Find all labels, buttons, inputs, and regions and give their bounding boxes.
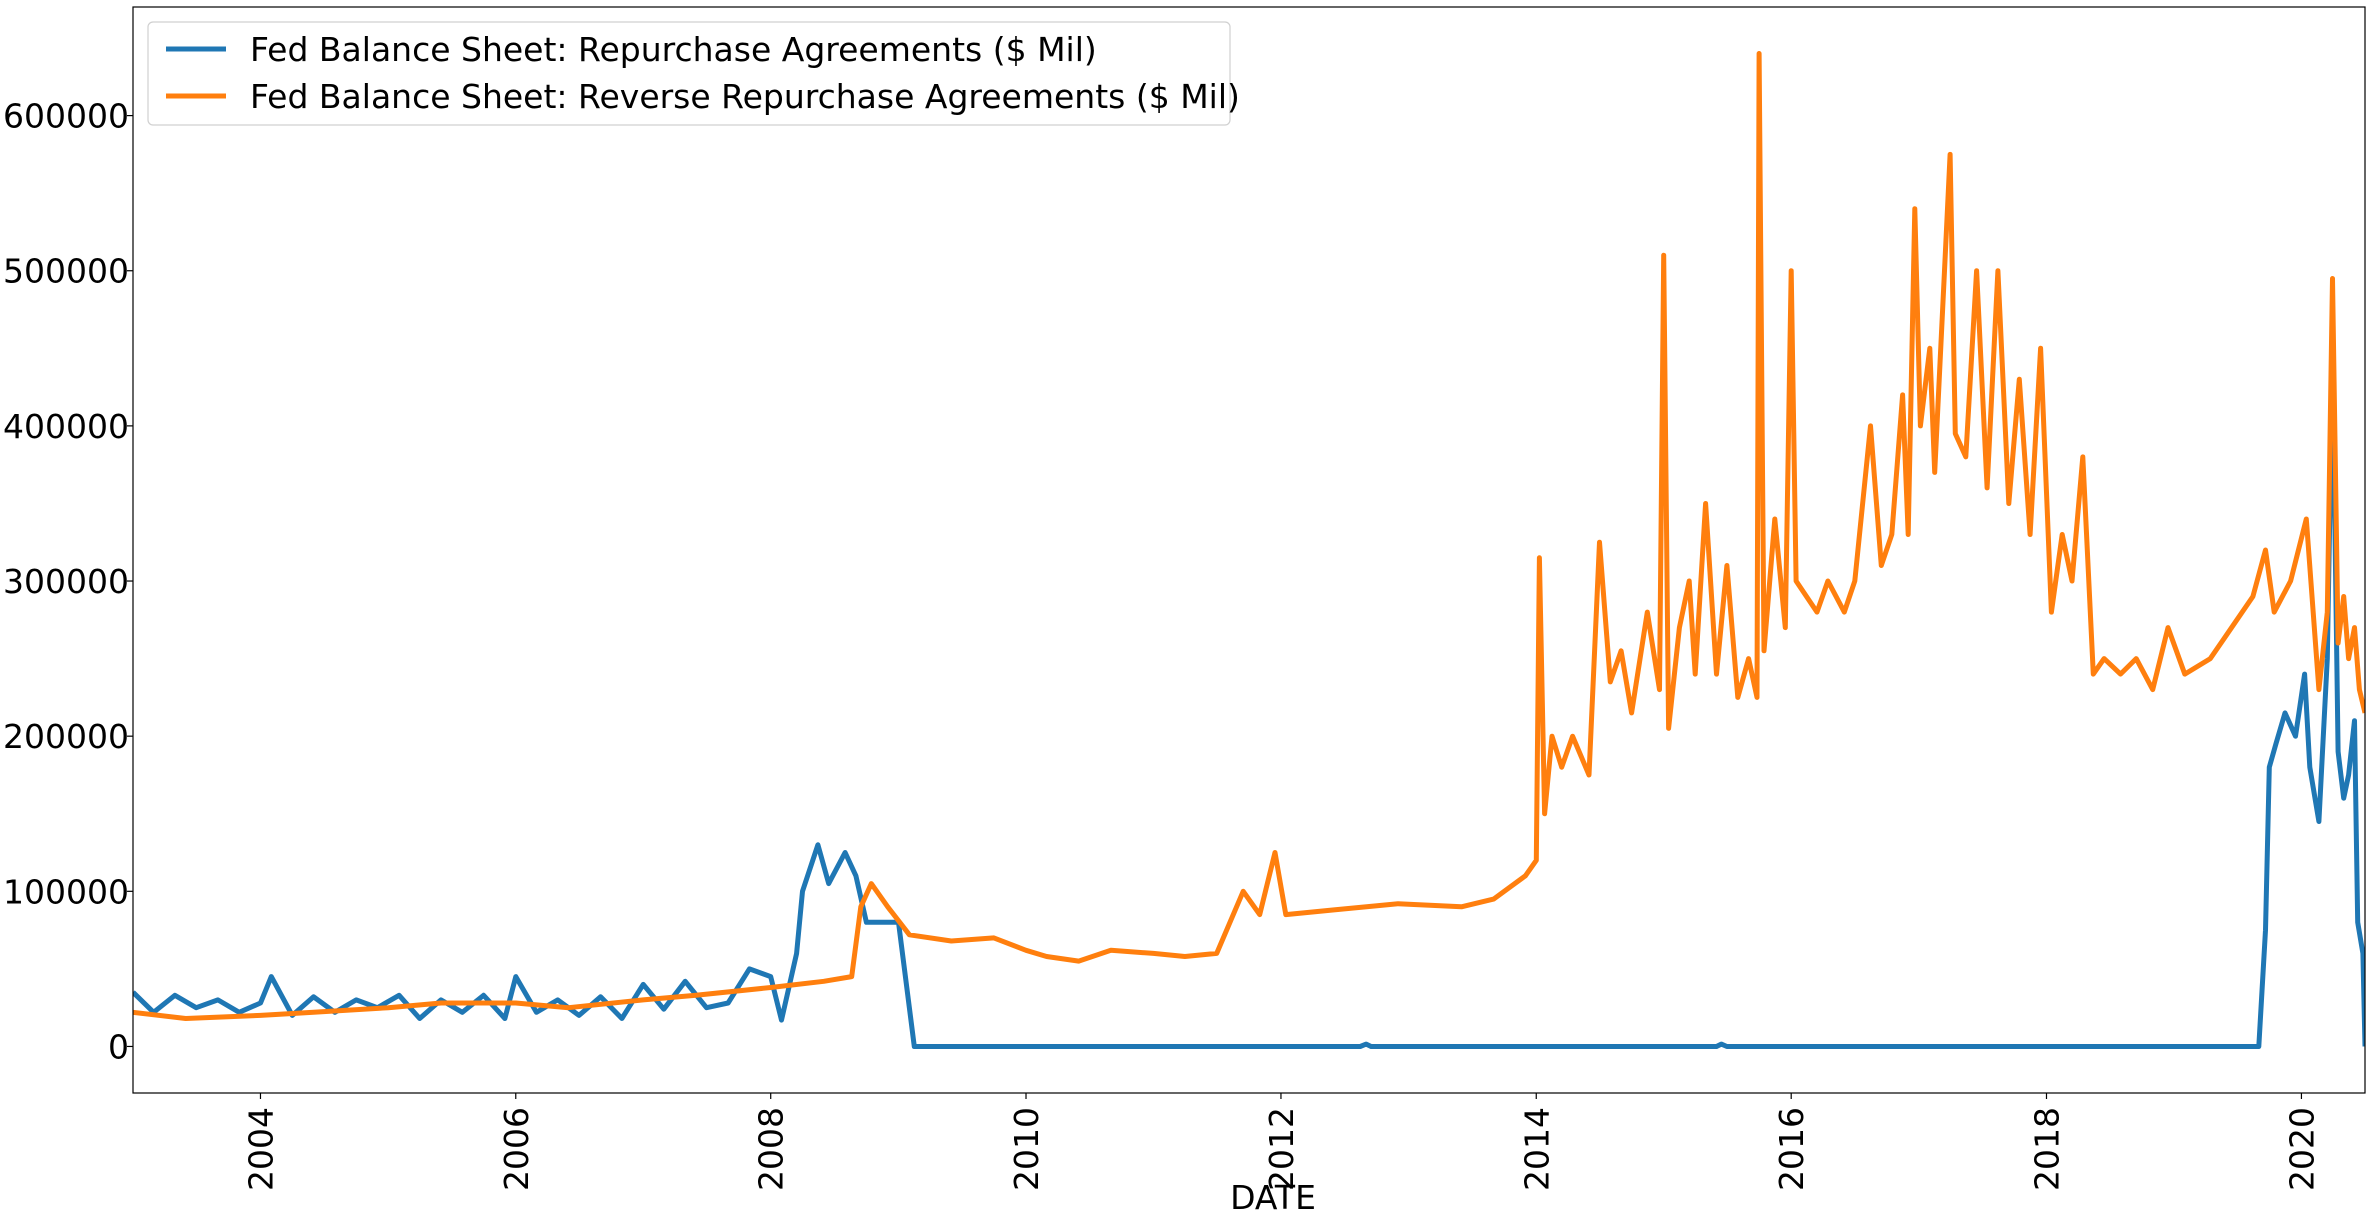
series-line-2 [133,51,2365,1021]
x-tick-label: 2014 [1517,1107,1556,1191]
y-tick-label: 600000 [3,97,129,136]
y-tick-label: 0 [108,1027,129,1066]
x-tick-label: 2016 [1772,1107,1811,1191]
x-tick-label: 2004 [241,1107,280,1191]
y-tick-label: 400000 [3,407,129,446]
plot-area [133,51,2365,1049]
x-axis-label: DATE [1230,1178,1316,1217]
x-tick-label: 2020 [2282,1107,2321,1191]
x-tick-label: 2006 [497,1107,536,1191]
legend-label: Fed Balance Sheet: Repurchase Agreements… [250,30,1097,69]
plot-frame [132,6,2366,1094]
y-tick-label: 100000 [3,872,129,911]
legend: Fed Balance Sheet: Repurchase Agreements… [147,21,1240,126]
x-axis-ticks: 2004 2006 2008 2010 2012 2014 2016 2018 2020 [241,1093,2321,1191]
x-tick-label: 2012 [1262,1107,1301,1191]
x-tick-label: 2010 [1007,1107,1046,1191]
x-tick-label: 2008 [752,1107,791,1191]
y-axis-ticks: 0 100000 200000 300000 400000 500000 600000 [3,97,133,1066]
legend-label: Fed Balance Sheet: Reverse Repurchase Ag… [250,77,1240,116]
legend-box [147,21,1231,126]
series-line-1 [133,353,2365,1049]
y-tick-label: 300000 [3,562,129,601]
y-tick-label: 500000 [3,252,129,291]
x-tick-label: 2018 [2027,1107,2066,1191]
y-tick-label: 200000 [3,717,129,756]
